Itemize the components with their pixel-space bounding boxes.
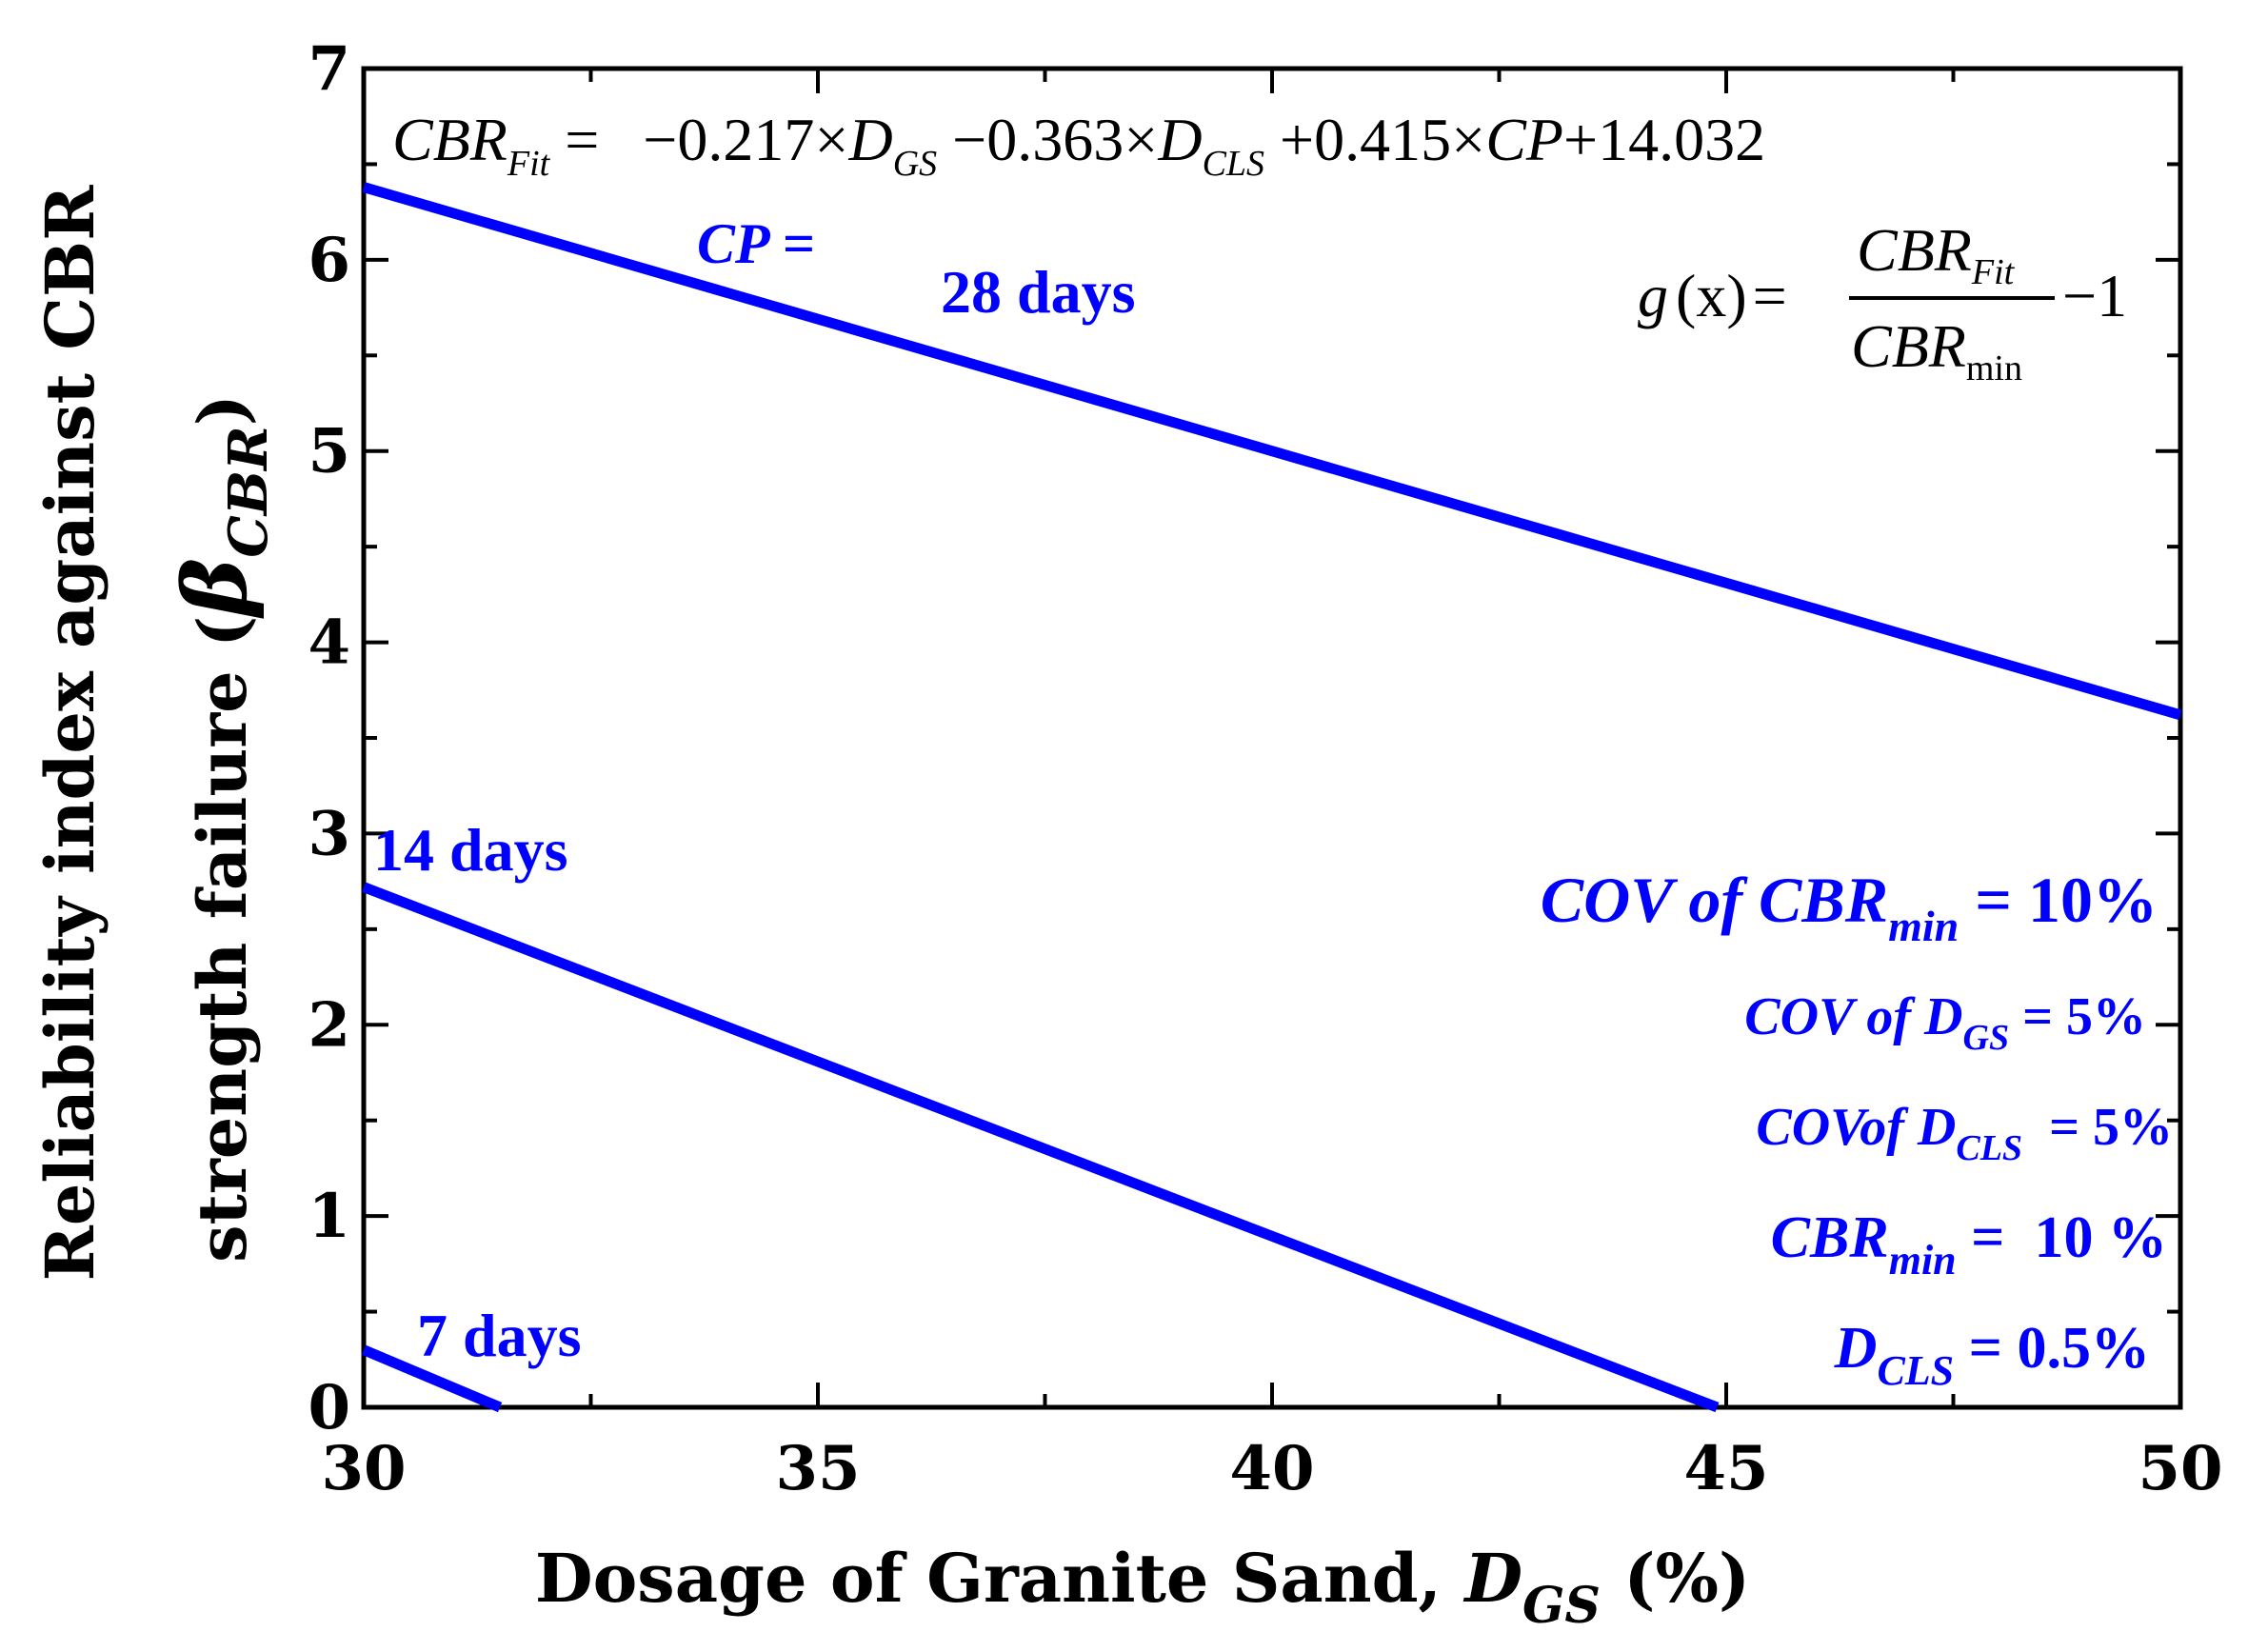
- label-7-days: 7 days: [417, 1302, 582, 1369]
- cbrmin-note: CBRmin = 10 %: [1771, 1205, 2167, 1284]
- g-denominator: CBRmin: [1851, 312, 2022, 388]
- cov-dcls-note: COVof DCLS = 5%: [1756, 1098, 2173, 1168]
- x-tick-label: 35: [775, 1433, 860, 1504]
- y-axis-title-line1: Reliability index against CBR: [30, 185, 109, 1282]
- x-axis-title: Dosage of Granite Sand, DGS (%): [535, 1539, 1750, 1635]
- dcls-note: DCLS = 0.5%: [1834, 1316, 2150, 1394]
- cbr-fit-equation: CBRFit = −0.217×DGS −0.363×DCLS +0.415×C…: [392, 106, 1765, 184]
- y-tick-label: 7: [308, 33, 350, 105]
- y-tick-label: 0: [308, 1372, 350, 1443]
- axis-ticks: [362, 67, 2182, 1409]
- y-tick-label: 1: [308, 1181, 350, 1252]
- y-tick-label: 6: [308, 225, 350, 296]
- cov-cbrmin-note: COV of CBRmin = 10%: [1541, 864, 2158, 950]
- x-tick-labels: 30 35 40 45 50: [321, 1433, 2222, 1504]
- limit-state-function: g (x)= CBRFit CBRmin −1: [1638, 216, 2127, 388]
- series-line-28-days: [362, 182, 2182, 721]
- x-tick-label: 40: [1229, 1433, 1314, 1504]
- y-tick-label: 2: [308, 989, 350, 1061]
- y-axis-title-line2: strength failure (βCBR): [164, 394, 280, 1263]
- series-line-14-days: [362, 882, 1720, 1413]
- series-line-7-days: [361, 1344, 503, 1413]
- x-tick-label: 50: [2138, 1433, 2222, 1504]
- series-lines: [361, 182, 2182, 1413]
- y-tick-label: 4: [308, 607, 350, 679]
- y-tick-label: 5: [308, 416, 350, 488]
- y-tick-label: 3: [308, 798, 350, 869]
- g-numerator: CBRFit: [1857, 216, 2016, 292]
- x-tick-label: 30: [321, 1433, 406, 1504]
- cp-label: CP =: [697, 212, 815, 275]
- label-28-days: 28 days: [941, 258, 1136, 326]
- cov-dgs-note: COV of DGS = 5%: [1744, 987, 2146, 1058]
- svg-text:g(x)=: g (x)=: [1638, 262, 1787, 329]
- g-tail: −1: [2062, 262, 2127, 329]
- x-tick-label: 45: [1683, 1433, 1768, 1504]
- label-14-days: 14 days: [373, 816, 568, 884]
- y-tick-labels: 0 1 2 3 4 5 6 7: [308, 33, 350, 1443]
